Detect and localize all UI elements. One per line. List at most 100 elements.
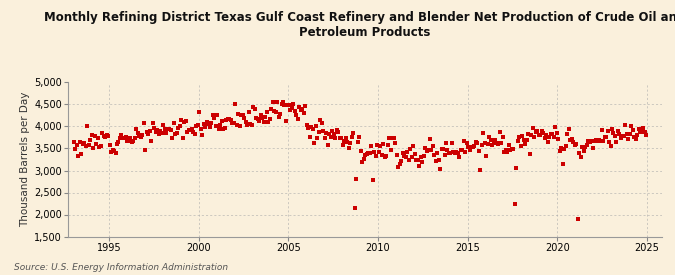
Point — [537, 128, 547, 133]
Point — [570, 142, 581, 146]
Point — [487, 143, 497, 147]
Point — [239, 115, 250, 120]
Point — [412, 158, 423, 163]
Point — [470, 140, 481, 145]
Point — [149, 126, 160, 130]
Point — [629, 135, 640, 139]
Point — [297, 107, 308, 111]
Point — [329, 131, 340, 136]
Point — [614, 132, 625, 136]
Point — [255, 113, 266, 117]
Point — [137, 132, 148, 137]
Point — [206, 121, 217, 126]
Point — [524, 152, 535, 156]
Point — [512, 139, 523, 143]
Point — [312, 136, 323, 140]
Point — [439, 153, 450, 158]
Point — [566, 136, 577, 141]
Point — [342, 140, 353, 145]
Point — [218, 127, 229, 132]
Point — [213, 127, 224, 131]
Point — [128, 139, 139, 144]
Point — [628, 128, 639, 132]
Point — [499, 150, 510, 155]
Point — [284, 103, 294, 108]
Point — [379, 155, 390, 160]
Point — [450, 151, 460, 155]
Point — [195, 126, 206, 131]
Point — [140, 147, 151, 152]
Point — [635, 130, 646, 134]
Point — [583, 139, 593, 143]
Point — [420, 145, 431, 150]
Point — [460, 150, 471, 155]
Point — [115, 136, 126, 140]
Point — [544, 135, 555, 139]
Point — [327, 128, 338, 133]
Point — [520, 142, 531, 147]
Point — [180, 119, 191, 123]
Point — [424, 137, 435, 141]
Point — [388, 136, 399, 140]
Point — [427, 144, 438, 148]
Point — [223, 117, 234, 121]
Point — [338, 143, 348, 147]
Point — [216, 119, 227, 124]
Text: Monthly Refining District Texas Gulf Coast Refinery and Blender Net Production o: Monthly Refining District Texas Gulf Coa… — [44, 11, 675, 39]
Point — [324, 131, 335, 136]
Point — [589, 139, 599, 143]
Point — [514, 134, 524, 139]
Point — [146, 139, 157, 144]
Point — [194, 110, 205, 115]
Point — [371, 153, 381, 158]
Point — [568, 140, 578, 144]
Point — [505, 147, 516, 152]
Point — [77, 142, 88, 146]
Point — [276, 102, 287, 106]
Point — [626, 124, 637, 128]
Point — [581, 143, 592, 148]
Point — [473, 149, 484, 153]
Point — [157, 130, 167, 135]
Point — [423, 148, 433, 152]
Point — [202, 122, 213, 127]
Point — [290, 109, 300, 113]
Point — [597, 139, 608, 144]
Point — [354, 135, 364, 139]
Point — [340, 136, 351, 140]
Point — [608, 130, 619, 135]
Point — [221, 118, 232, 122]
Point — [355, 149, 366, 154]
Point — [442, 148, 453, 152]
Point — [372, 143, 383, 148]
Point — [345, 141, 356, 145]
Point — [288, 102, 299, 106]
Point — [437, 147, 448, 151]
Point — [385, 148, 396, 153]
Point — [493, 141, 504, 146]
Point — [518, 138, 529, 142]
Point — [378, 142, 389, 146]
Point — [429, 153, 439, 157]
Point — [211, 124, 221, 128]
Point — [634, 127, 645, 132]
Point — [331, 128, 342, 132]
Point — [352, 140, 363, 145]
Point — [456, 148, 466, 152]
Point — [319, 136, 330, 140]
Point — [418, 153, 429, 158]
Point — [554, 149, 565, 154]
Point — [620, 123, 631, 127]
Point — [105, 150, 116, 154]
Point — [569, 142, 580, 147]
Point — [236, 113, 246, 117]
Point — [387, 135, 398, 140]
Point — [497, 134, 508, 139]
Point — [303, 125, 314, 130]
Point — [510, 201, 520, 206]
Point — [367, 178, 378, 182]
Point — [535, 133, 545, 137]
Point — [613, 129, 624, 133]
Point — [170, 132, 181, 136]
Point — [431, 151, 442, 156]
